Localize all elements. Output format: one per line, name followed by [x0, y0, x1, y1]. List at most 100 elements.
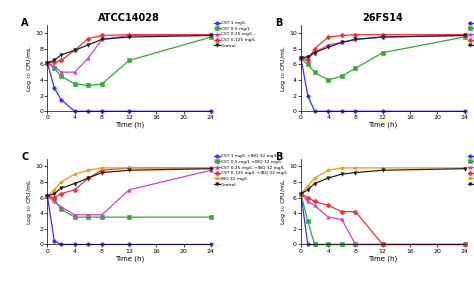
CST 2 mg/L +IBQ 32 mg/L — [339, 243, 345, 246]
CST 1 mg/L — [85, 110, 91, 113]
CST 0.125 mg/L +IBQ 32 mg/L — [72, 188, 78, 191]
CST 0.25 mg/L — [208, 33, 214, 36]
CST 4 mg/L — [380, 110, 385, 113]
Line: Control: Control — [299, 167, 466, 195]
Control — [45, 61, 50, 64]
Control — [58, 187, 64, 190]
CST 1 mg/L +IBQ 32 mg/L — [298, 192, 304, 195]
CST 1 mg/L — [72, 110, 78, 113]
CST 0.5 mg/L — [312, 47, 318, 50]
CST 1 mg/L — [58, 98, 64, 101]
Control — [462, 167, 467, 170]
CST 4 mg/L — [298, 56, 304, 60]
Control — [99, 171, 105, 174]
CST 2 mg/L +IBQ 32 mg/L — [325, 243, 331, 246]
CST 0.5 mg/L — [45, 61, 50, 64]
CST 1 mg/L — [45, 61, 50, 64]
CST 0.5 mg/L — [85, 84, 91, 87]
CST 0.5 mg/L +IBQ 32 mg/L — [312, 200, 318, 203]
Control — [339, 173, 345, 176]
CST 0.125 mg/L — [72, 49, 78, 52]
Line: CST 1 mg/L: CST 1 mg/L — [299, 34, 466, 60]
CST 4 mg/L +IBQ 32 mg/L — [339, 243, 345, 246]
CST 0.5 mg/L — [99, 82, 105, 86]
Line: CST 0.5 mg/L: CST 0.5 mg/L — [299, 33, 466, 62]
CST 2 mg/L +IBQ 32 mg/L — [462, 243, 467, 246]
Line: CST 2 mg/L: CST 2 mg/L — [299, 35, 466, 82]
Control — [51, 59, 57, 62]
CST 0.25 mg/L — [45, 61, 50, 64]
CST 1 mg/L +IBQ 32 mg/L — [353, 243, 358, 246]
Line: IBQ 32 mg/L: IBQ 32 mg/L — [299, 166, 466, 195]
CST 0.25 mg/L +IBQ 32 mg/L — [72, 213, 78, 216]
CST 4 mg/L — [312, 110, 318, 113]
CST 4 mg/L — [353, 110, 358, 113]
CST 4 mg/L +IBQ 32 mg/L — [305, 243, 310, 246]
Line: CST 2 mg/L +IBQ 32 mg/L: CST 2 mg/L +IBQ 32 mg/L — [299, 192, 466, 246]
CST 1 mg/L +IBQ 32 mg/L — [45, 194, 50, 198]
Control — [72, 49, 78, 52]
CST 0.125 mg/L +IBQ 32 mg/L — [127, 166, 132, 169]
CST 0.25 mg/L +IBQ 32 mg/L — [99, 213, 105, 216]
CST 1 mg/L +IBQ 32 mg/L — [208, 243, 214, 246]
Line: CST 4 mg/L +IBQ 32 mg/L: CST 4 mg/L +IBQ 32 mg/L — [299, 192, 466, 246]
CST 1 mg/L +IBQ 32 mg/L — [305, 200, 310, 203]
CST 1 mg/L +IBQ 32 mg/L — [85, 243, 91, 246]
CST 0.5 mg/L — [462, 33, 467, 36]
CST 0.5 mg/L +IBQ 32 mg/L — [353, 210, 358, 213]
CST 1 mg/L +IBQ 32 mg/L — [462, 243, 467, 246]
CST 0.5 mg/L +IBQ 32 mg/L — [127, 216, 132, 219]
CST 0.125 mg/L — [85, 37, 91, 40]
Line: IBQ 32 mg/L: IBQ 32 mg/L — [46, 166, 213, 198]
CST 1 mg/L — [339, 41, 345, 44]
CST 0.125 mg/L +IBQ 32 mg/L — [51, 196, 57, 199]
CST 0.5 mg/L +IBQ 32 mg/L — [339, 210, 345, 213]
Control — [51, 192, 57, 195]
CST 1 mg/L — [380, 35, 385, 39]
CST 1 mg/L — [298, 56, 304, 60]
CST 2 mg/L — [305, 63, 310, 66]
IBQ 32 mg/L — [85, 169, 91, 172]
IBQ 32 mg/L — [45, 194, 50, 198]
CST 2 mg/L — [325, 78, 331, 82]
IBQ 32 mg/L — [380, 166, 385, 169]
CST 0.5 mg/L — [298, 56, 304, 60]
Control — [380, 169, 385, 172]
Control — [45, 194, 50, 198]
IBQ 32 mg/L — [99, 166, 105, 169]
CST 0.125 mg/L — [208, 33, 214, 36]
CST 4 mg/L +IBQ 32 mg/L — [462, 243, 467, 246]
CST 4 mg/L — [339, 110, 345, 113]
IBQ 32 mg/L — [127, 166, 132, 169]
Line: Control: Control — [299, 34, 466, 60]
Y-axis label: Log $_{10}$ CFU/mL: Log $_{10}$ CFU/mL — [279, 45, 288, 92]
Control — [305, 55, 310, 58]
CST 4 mg/L +IBQ 32 mg/L — [312, 243, 318, 246]
CST 0.25 mg/L +IBQ 32 mg/L — [58, 205, 64, 209]
CST 0.25 mg/L — [51, 64, 57, 68]
CST 0.25 mg/L +IBQ 32 mg/L — [45, 194, 50, 198]
Text: B: B — [275, 19, 282, 28]
CST 0.125 mg/L — [99, 34, 105, 37]
Y-axis label: Log $_{10}$ CFU/mL: Log $_{10}$ CFU/mL — [25, 45, 34, 92]
CST 0.5 mg/L — [339, 34, 345, 37]
Control — [127, 169, 132, 172]
CST 0.5 mg/L — [208, 35, 214, 39]
CST 1 mg/L — [127, 110, 132, 113]
Line: CST 1 mg/L +IBQ 32 mg/L: CST 1 mg/L +IBQ 32 mg/L — [299, 192, 466, 246]
Control — [325, 46, 331, 49]
CST 0.25 mg/L +IBQ 32 mg/L — [127, 188, 132, 191]
CST 1 mg/L +IBQ 32 mg/L — [127, 243, 132, 246]
Control — [85, 176, 91, 180]
CST 2 mg/L — [380, 51, 385, 54]
CST 0.5 mg/L +IBQ 32 mg/L — [58, 208, 64, 211]
Line: Control: Control — [46, 167, 213, 198]
Text: B: B — [275, 152, 282, 162]
CST 1 mg/L +IBQ 32 mg/L — [339, 218, 345, 221]
Control — [339, 41, 345, 44]
CST 0.125 mg/L — [51, 60, 57, 64]
Control — [462, 34, 467, 37]
Line: CST 1 mg/L: CST 1 mg/L — [46, 61, 213, 113]
CST 0.5 mg/L — [380, 33, 385, 36]
CST 4 mg/L +IBQ 32 mg/L — [325, 243, 331, 246]
